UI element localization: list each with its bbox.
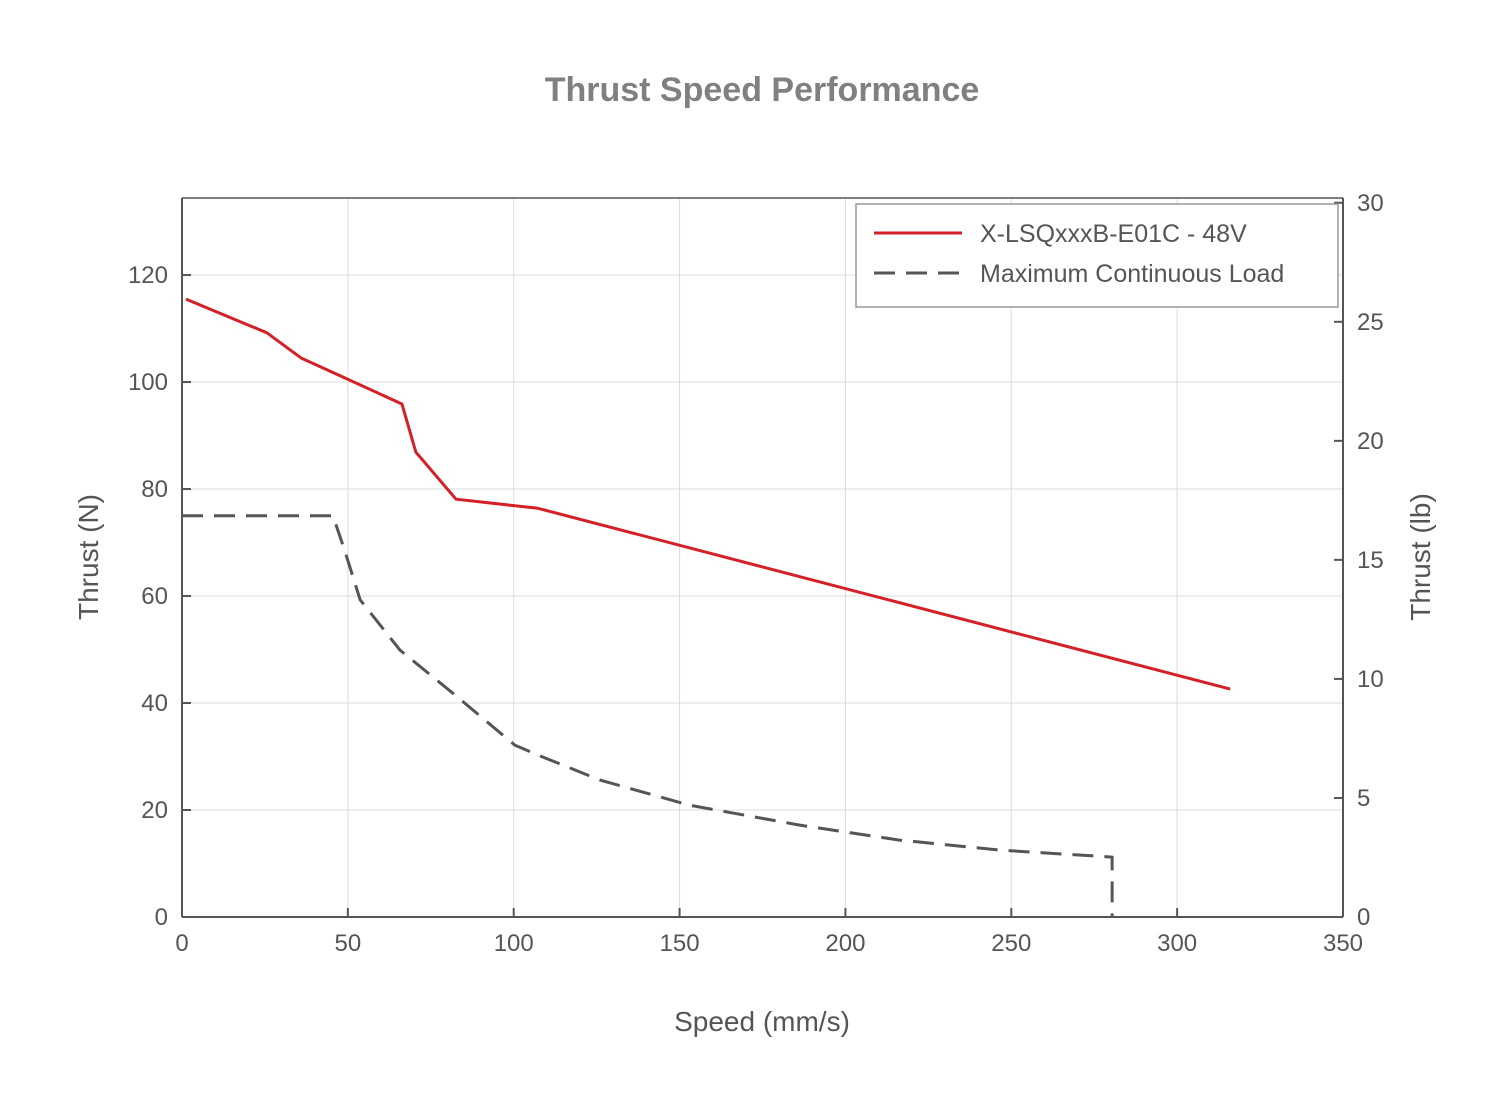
y-tick-label-right: 15 xyxy=(1357,547,1384,574)
y-tick-label-right: 25 xyxy=(1357,309,1384,336)
y-tick-label-right: 20 xyxy=(1357,428,1384,455)
y-axis-label-right: Thrust (lb) xyxy=(1405,493,1436,621)
y-axis-label-left: Thrust (N) xyxy=(73,494,104,620)
y-tick-label-left: 60 xyxy=(141,583,168,610)
chart-title: Thrust Speed Performance xyxy=(545,71,980,109)
x-tick-label: 350 xyxy=(1323,930,1363,957)
y-tick-label-left: 20 xyxy=(141,797,168,824)
x-tick-label: 0 xyxy=(175,930,188,957)
y-tick-label-right: 30 xyxy=(1357,190,1384,217)
series-line-0 xyxy=(185,297,1231,691)
x-tick-label: 250 xyxy=(991,930,1031,957)
y-tick-label-left: 120 xyxy=(128,262,168,289)
y-tick-label-right: 10 xyxy=(1357,666,1384,693)
x-tick-label: 50 xyxy=(335,930,362,957)
x-axis-label: Speed (mm/s) xyxy=(674,1006,850,1037)
y-tick-label-left: 40 xyxy=(141,690,168,717)
y-tick-label-left: 80 xyxy=(141,476,168,503)
x-tick-label: 200 xyxy=(825,930,865,957)
y-tick-label-right: 5 xyxy=(1357,785,1370,812)
series-line-1 xyxy=(182,514,1114,917)
x-tick-label: 100 xyxy=(494,930,534,957)
legend-label-1: Maximum Continuous Load xyxy=(980,260,1284,288)
legend-box xyxy=(855,203,1339,308)
legend-label-0: X-LSQxxxB-E01C - 48V xyxy=(980,220,1247,248)
series-group xyxy=(182,297,1231,917)
y-tick-label-left: 100 xyxy=(128,369,168,396)
y-tick-label-right: 0 xyxy=(1357,904,1370,931)
grid xyxy=(182,198,1343,917)
legend: X-LSQxxxB-E01C - 48V Maximum Continuous … xyxy=(855,203,1339,308)
x-tick-label: 300 xyxy=(1157,930,1197,957)
axes: 0 50 100 150 200 250 300 3500204060801001200510… xyxy=(128,190,1384,957)
x-tick-label: 150 xyxy=(660,930,700,957)
y-tick-label-left: 0 xyxy=(155,904,168,931)
